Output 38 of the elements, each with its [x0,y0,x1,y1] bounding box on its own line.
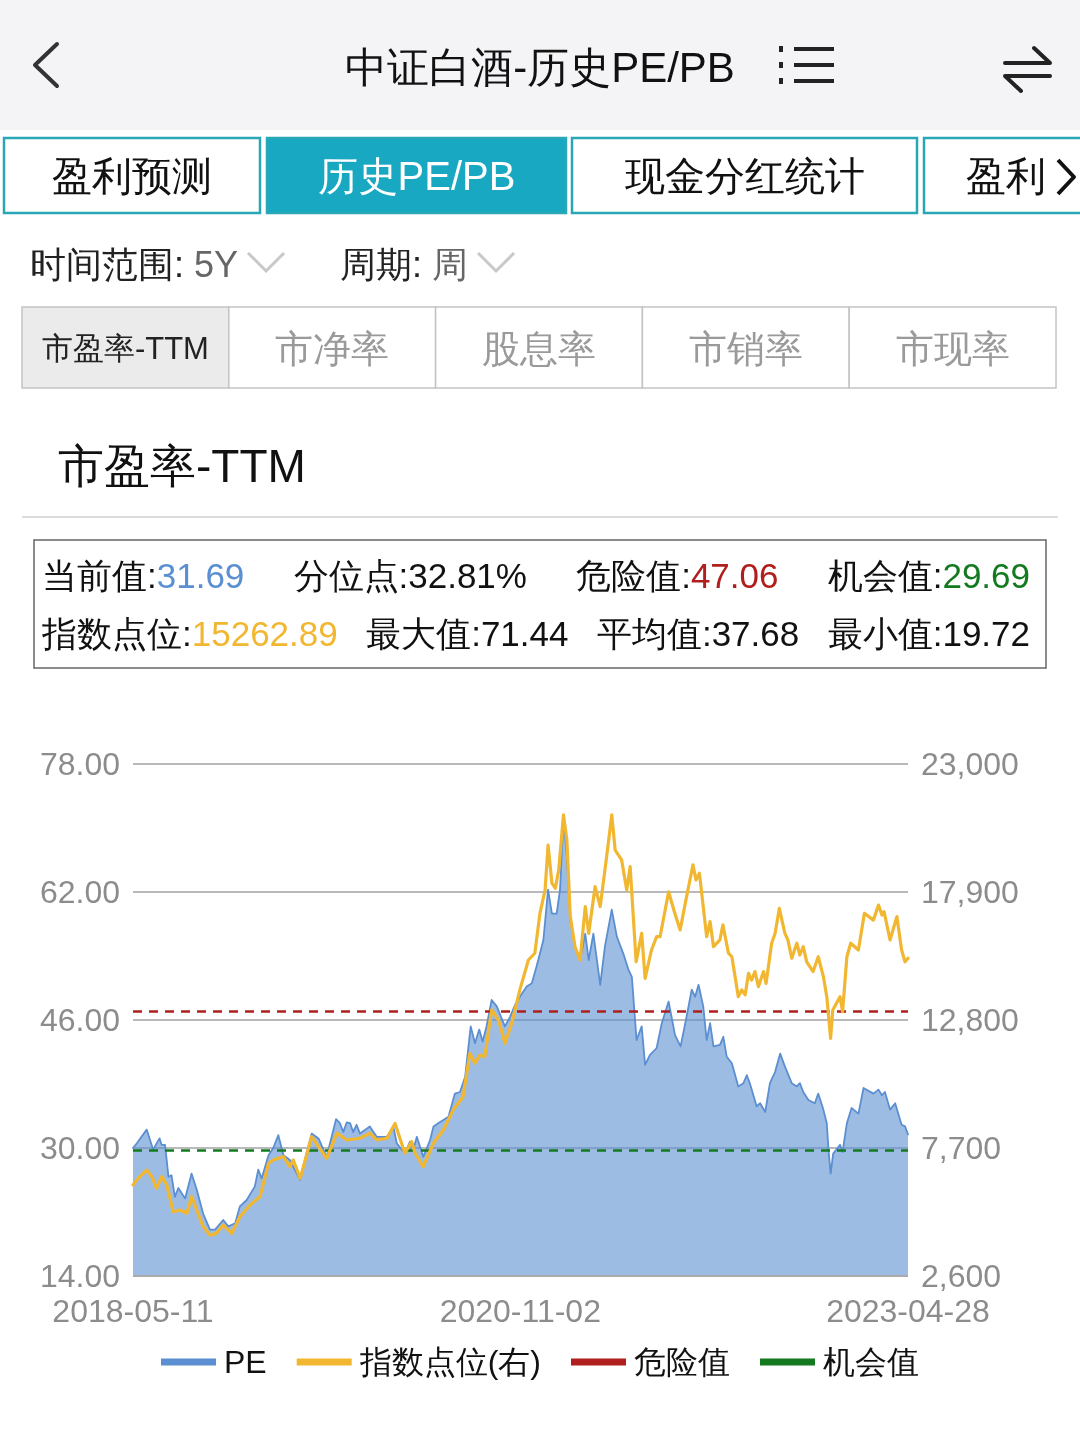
y2-tick-label: 12,800 [921,1002,1019,1038]
text: 机会值:29.69 [827,556,1031,595]
text: 股息率 [482,328,596,370]
y-tick-label: 30.00 [39,1130,120,1166]
text: 当前值:31.69 [42,556,245,595]
y-tick-label: 62.00 [39,874,120,910]
legend-label: 危险值 [634,1344,730,1380]
text: 市现率 [895,328,1010,370]
text: 盈利 [966,154,1046,198]
text: 历史PE/PB [317,154,516,198]
text: 周期: 周 [340,244,469,285]
y-tick-label: 46.00 [39,1002,120,1038]
text: 危险值:47.06 [576,556,779,595]
y-tick-label: 78.00 [39,746,120,782]
legend-label: PE [224,1344,267,1380]
text: 最小值:19.72 [827,614,1031,653]
x-tick-label: 2023-04-28 [826,1293,990,1329]
text: 市销率 [688,328,803,370]
y2-tick-label: 23,000 [921,746,1019,782]
y-tick-label: 14.00 [39,1258,120,1294]
x-tick-label: 2020-11-02 [439,1293,601,1329]
x-tick-label: 2018-05-11 [52,1293,214,1329]
text: 盈利预测 [52,154,212,198]
text: 指数点位:15262.89 [41,614,338,653]
text: 平均值:37.68 [596,614,800,653]
chart-title: 市盈率-TTM [58,440,306,492]
text: 分位点:32.81% [293,556,527,595]
legend-label: 指数点位(右) [358,1344,541,1380]
text: 时间范围: 5Y [30,244,239,285]
text: 最大值:71.44 [366,614,569,653]
text: 现金分红统计 [624,154,865,198]
y2-tick-label: 7,700 [921,1130,1002,1166]
text: 中证白酒-历史PE/PB [345,44,735,91]
text: 市净率 [275,328,390,370]
text: 市盈率-TTM [41,331,209,366]
y2-tick-label: 17,900 [921,874,1019,910]
y2-tick-label: 2,600 [921,1258,1002,1294]
legend-label: 机会值 [823,1344,919,1380]
